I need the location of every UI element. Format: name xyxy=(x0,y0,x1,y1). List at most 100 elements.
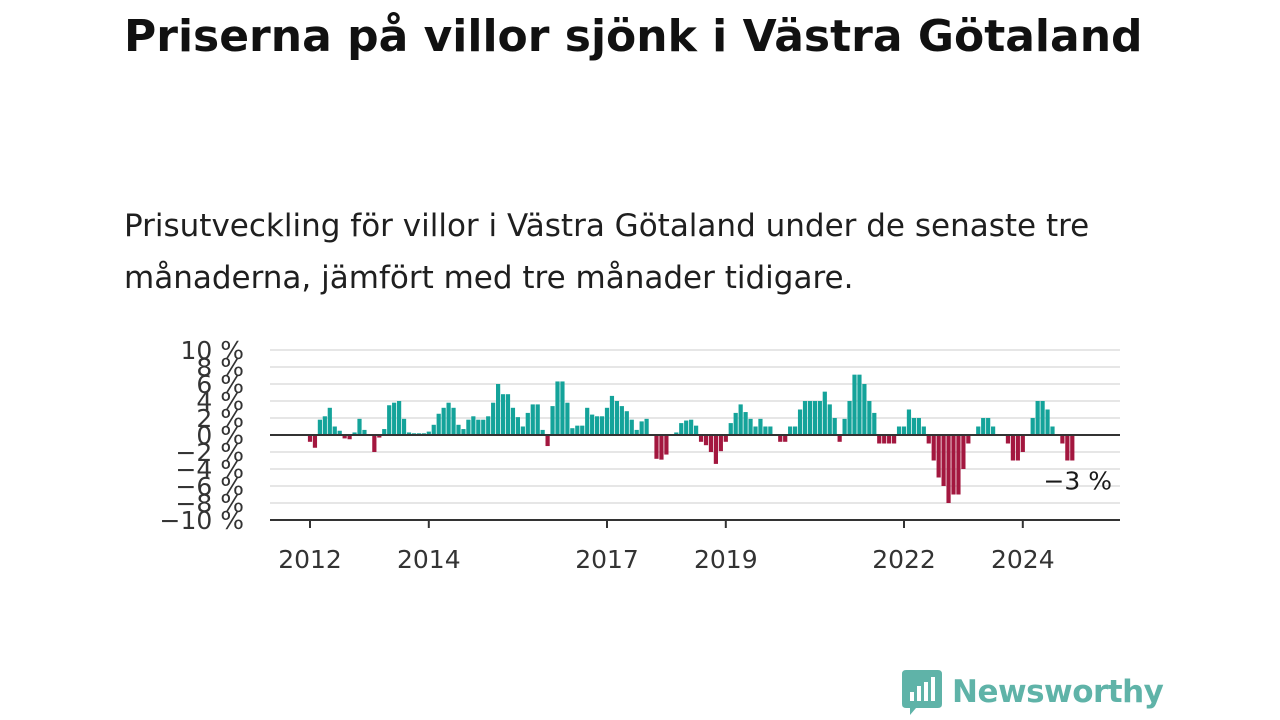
bar xyxy=(436,413,441,435)
newsworthy-logo: Newsworthy xyxy=(902,668,1164,716)
bar xyxy=(515,417,520,435)
bar xyxy=(743,412,748,435)
x-tick-label: 2024 xyxy=(991,545,1055,574)
bar xyxy=(986,418,991,435)
bar xyxy=(807,401,813,435)
bar xyxy=(520,426,525,435)
bar xyxy=(887,435,892,444)
bar xyxy=(956,435,961,495)
bar xyxy=(456,424,461,435)
bar xyxy=(392,402,397,435)
bar xyxy=(342,435,347,439)
bar xyxy=(1045,409,1050,435)
bar xyxy=(862,384,867,435)
y-tick-label: 6 % xyxy=(196,370,244,399)
bar xyxy=(406,432,412,435)
bar xyxy=(461,429,466,435)
chart-subtitle: Prisutveckling för villor i Västra Götal… xyxy=(124,208,1090,296)
bar xyxy=(728,423,733,435)
bar xyxy=(397,401,402,435)
bar xyxy=(322,416,327,435)
bar xyxy=(426,431,431,435)
bar xyxy=(1010,435,1015,461)
x-tick-label: 2012 xyxy=(278,545,342,574)
bar xyxy=(1035,401,1040,435)
bar xyxy=(679,423,684,435)
bar xyxy=(604,407,610,435)
bar xyxy=(476,419,481,435)
bar xyxy=(708,435,714,452)
bar xyxy=(634,429,639,435)
y-tick-label: −8 % xyxy=(175,489,244,518)
bar xyxy=(441,407,446,435)
newsworthy-bar-chart-icon xyxy=(902,670,942,715)
bar xyxy=(654,435,659,459)
bar xyxy=(842,418,847,435)
bar xyxy=(797,409,803,435)
bar xyxy=(575,425,580,435)
bar xyxy=(946,435,951,503)
bar xyxy=(510,407,516,435)
last-value-annotation: −3 % xyxy=(1043,467,1112,496)
bar xyxy=(976,426,981,435)
bar xyxy=(1060,435,1065,444)
bar xyxy=(822,391,827,435)
bar xyxy=(882,435,887,444)
y-tick-label: −2 % xyxy=(175,438,244,467)
bar xyxy=(896,426,902,435)
bar xyxy=(951,435,956,495)
bar xyxy=(570,428,575,435)
bar xyxy=(639,421,644,435)
bar xyxy=(783,435,788,442)
bar xyxy=(763,426,768,435)
bar xyxy=(530,404,535,435)
bar xyxy=(644,418,649,435)
bar xyxy=(1040,401,1045,435)
bar xyxy=(892,435,897,444)
bar xyxy=(664,435,669,455)
y-tick-label: −10 % xyxy=(160,506,244,535)
bar xyxy=(505,394,511,435)
x-tick-label: 2017 xyxy=(575,545,639,574)
bar xyxy=(560,381,565,435)
bar xyxy=(362,429,367,435)
bar xyxy=(466,419,471,435)
y-tick-label: 0 % xyxy=(196,421,244,450)
bar xyxy=(812,401,817,435)
y-tick-label: 10 % xyxy=(180,336,244,365)
bar xyxy=(961,435,966,469)
bar xyxy=(966,435,971,444)
bar xyxy=(901,426,907,435)
bar xyxy=(713,435,718,464)
bar xyxy=(317,419,322,435)
bar xyxy=(802,401,808,435)
bar xyxy=(698,435,704,442)
bar-chart: 10 %8 %6 %4 %2 %0 %−2 %−4 %−6 %−8 %−10 %… xyxy=(160,336,1120,574)
bar xyxy=(332,426,337,435)
bar xyxy=(911,418,916,435)
bar xyxy=(921,426,926,435)
bar xyxy=(694,425,699,435)
chart-title: Priserna på villor sjönk i Västra Götala… xyxy=(124,11,1143,62)
bar xyxy=(793,426,798,435)
bar xyxy=(872,412,877,435)
bar xyxy=(733,412,738,435)
bar xyxy=(629,419,634,435)
bar xyxy=(550,406,555,435)
bar xyxy=(867,401,872,435)
bar xyxy=(590,414,595,435)
bar xyxy=(852,374,857,435)
bar xyxy=(555,381,560,435)
bar xyxy=(684,420,689,435)
bar xyxy=(991,426,996,435)
bar xyxy=(758,418,763,435)
bar xyxy=(446,402,451,435)
bar xyxy=(535,404,540,435)
bar xyxy=(1065,435,1070,461)
bar xyxy=(906,409,912,435)
bar xyxy=(431,424,436,435)
bar xyxy=(614,401,619,435)
bar xyxy=(595,416,600,435)
bar xyxy=(916,418,921,435)
bar xyxy=(926,435,931,444)
